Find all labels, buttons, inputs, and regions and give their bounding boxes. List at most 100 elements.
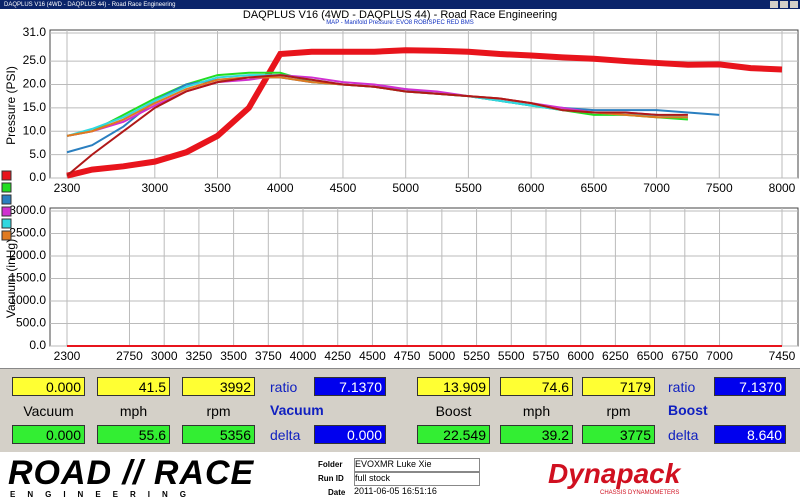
x-tick-label: 2300 <box>54 349 81 363</box>
run-field: full stock <box>354 472 480 486</box>
legend-swatch <box>1 170 12 181</box>
y-tick-label: 31.0 <box>23 25 47 39</box>
date-field: 2011-06-05 16:51:16 <box>354 486 437 496</box>
x-tick-label: 4500 <box>359 349 386 363</box>
x-tick-label: 4750 <box>394 349 421 363</box>
title-bar <box>0 0 800 9</box>
readout-value: 0.000 <box>12 377 85 396</box>
x-tick-label: 6500 <box>637 349 664 363</box>
y-tick-label: 15.0 <box>23 100 47 114</box>
readout-value: 3992 <box>182 377 255 396</box>
y-tick-label: 2000.0 <box>9 248 46 262</box>
delta-label: delta <box>270 427 301 443</box>
y-tick-label: 0.0 <box>29 170 46 184</box>
y-tick-label: 25.0 <box>23 53 47 67</box>
readout-value: 5356 <box>182 425 255 444</box>
legend-swatch <box>1 230 12 241</box>
x-tick-label: 5750 <box>533 349 560 363</box>
readout-value: 39.2 <box>500 425 573 444</box>
y-tick-label: 10.0 <box>23 123 47 137</box>
minimize-button[interactable] <box>770 1 778 8</box>
readout-value: 3775 <box>582 425 655 444</box>
legend-swatch <box>1 194 12 205</box>
x-tick-label: 7450 <box>769 349 796 363</box>
brand-sub: CHASSIS DYNAMOMETERS <box>600 490 680 496</box>
x-tick-label: 4000 <box>290 349 317 363</box>
readout-label: mph <box>119 403 148 419</box>
x-tick-label: 3250 <box>186 349 213 363</box>
x-tick-label: 7000 <box>706 349 733 363</box>
ratio-value: 7.1370 <box>714 377 786 396</box>
legend-swatch <box>1 206 12 217</box>
readout-label: Boost <box>435 403 472 419</box>
ratio-value: 7.1370 <box>314 377 386 396</box>
ratio-label: ratio <box>270 379 298 395</box>
x-tick-label: 3000 <box>141 181 168 195</box>
y-axis-label: Vacuum (inHg) <box>4 239 18 318</box>
data-line <box>66 74 688 177</box>
x-tick-label: 6000 <box>518 181 545 195</box>
charts: DAQPLUS V16 (4WD - DAQPLUS 44) - Road Ra… <box>0 0 800 363</box>
window-title: DAQPLUS V16 (4WD - DAQPLUS 44) - Road Ra… <box>4 2 175 8</box>
date-label: Date <box>328 488 346 497</box>
x-tick-label: 3500 <box>220 349 247 363</box>
footer: ROAD // RACE ENGINEERING Folder EVOXMR L… <box>0 452 800 500</box>
y-tick-label: 3000.0 <box>9 203 46 217</box>
section-heading: Vacuum <box>270 402 324 418</box>
delta-value: 8.640 <box>714 425 786 444</box>
folder-label: Folder <box>318 460 343 469</box>
delta-value: 0.000 <box>314 425 386 444</box>
x-tick-label: 5000 <box>429 349 456 363</box>
x-tick-label: 4250 <box>324 349 351 363</box>
folder-field: EVOXMR Luke Xie <box>354 458 480 472</box>
x-tick-label: 6250 <box>602 349 629 363</box>
y-tick-label: 1000.0 <box>9 293 46 307</box>
y-tick-label: 1500.0 <box>9 271 46 285</box>
y-tick-label: 0.0 <box>29 338 46 352</box>
y-tick-label: 5.0 <box>29 147 46 161</box>
readout-label: rpm <box>206 403 231 419</box>
plot-frame <box>49 207 799 347</box>
y-tick-label: 20.0 <box>23 77 47 91</box>
x-tick-label: 6500 <box>580 181 607 195</box>
plot-frame <box>49 29 799 179</box>
readout-value: 0.000 <box>12 425 85 444</box>
readout-value: 7179 <box>582 377 655 396</box>
x-tick-label: 4000 <box>267 181 294 195</box>
logo-sub: ENGINEERING <box>10 490 199 499</box>
x-tick-label: 3500 <box>204 181 231 195</box>
x-tick-label: 6000 <box>567 349 594 363</box>
readout-panel: 0.000 41.5 3992 Vacuum mph rpm 0.000 55.6 5356 ra… <box>0 368 800 453</box>
x-tick-label: 6750 <box>671 349 698 363</box>
logo: ROAD // RACE <box>8 454 255 492</box>
readout-value: 22.549 <box>417 425 490 444</box>
x-tick-label: 3000 <box>151 349 178 363</box>
readout-value: 55.6 <box>97 425 170 444</box>
x-tick-label: 5250 <box>463 349 490 363</box>
run-label: Run ID <box>318 474 344 483</box>
readout-value: 74.6 <box>500 377 573 396</box>
x-tick-label: 2750 <box>116 349 143 363</box>
x-tick-label: 5000 <box>392 181 419 195</box>
x-tick-label: 5500 <box>455 181 482 195</box>
chart-title: DAQPLUS V16 (4WD - DAQPLUS 44) - Road Ra… <box>243 9 557 21</box>
legend-swatch <box>1 218 12 229</box>
maximize-button[interactable] <box>780 1 788 8</box>
y-tick-label: 2500.0 <box>9 226 46 240</box>
readout-value: 13.909 <box>417 377 490 396</box>
x-tick-label: 4500 <box>330 181 357 195</box>
close-button[interactable] <box>790 1 798 8</box>
readout-label: mph <box>522 403 551 419</box>
brand: Dynapack <box>548 458 681 489</box>
readout-label: Vacuum <box>23 403 74 419</box>
x-tick-label: 8000 <box>769 181 796 195</box>
chart-subtitle: MAP - Manifold Pressure: EVO8 ROBISPEC R… <box>326 20 474 26</box>
data-line <box>66 47 783 179</box>
data-line <box>66 76 720 154</box>
x-tick-label: 7500 <box>706 181 733 195</box>
ratio-label: ratio <box>668 379 696 395</box>
y-tick-label: 500.0 <box>16 316 46 330</box>
x-tick-label: 2300 <box>54 181 81 195</box>
readout-value: 41.5 <box>97 377 170 396</box>
